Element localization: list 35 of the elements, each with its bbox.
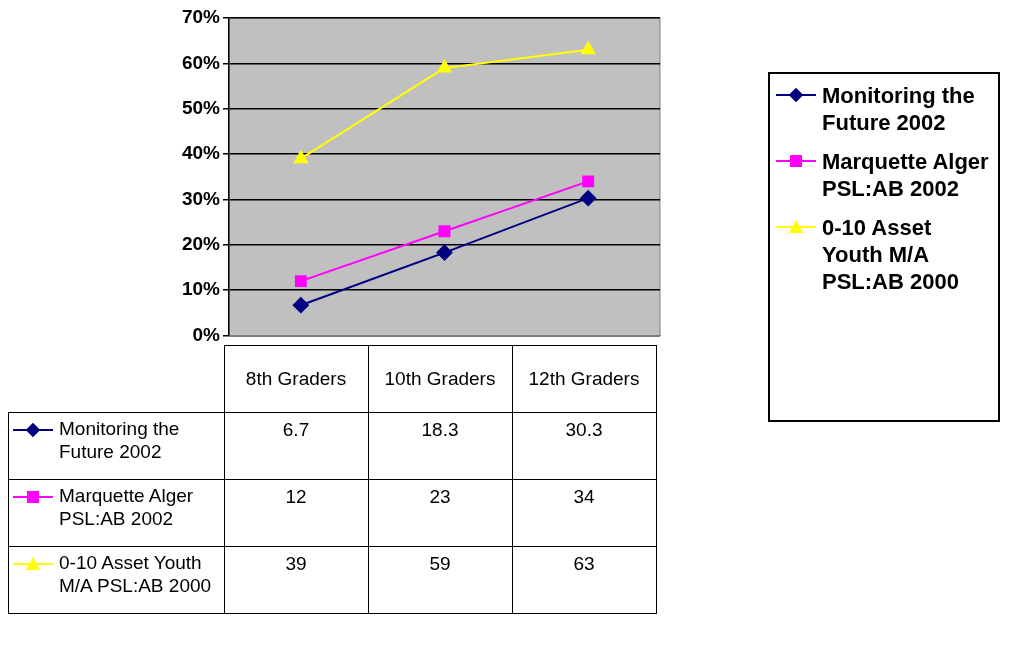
point — [437, 59, 452, 73]
point — [582, 175, 595, 188]
data-label: 34 — [512, 479, 656, 547]
point — [436, 244, 453, 261]
point — [580, 190, 597, 207]
text: Monitoring the Future 2002 — [822, 83, 975, 135]
point — [581, 41, 596, 55]
y-tick-label: 20% — [181, 233, 221, 255]
data-label: 23 — [368, 479, 512, 547]
data-label: 12 — [224, 479, 368, 547]
point — [294, 275, 307, 288]
data-label: 39 — [224, 546, 368, 614]
x-tick-label: 10th Graders — [368, 345, 512, 413]
data-label: 30.3 — [512, 412, 656, 480]
y-tick-label: 0% — [192, 323, 221, 345]
y-tick-label: 60% — [181, 51, 221, 73]
y-tick-label: 70% — [181, 6, 221, 28]
x-tick-label: 8th Graders — [224, 345, 368, 413]
data-label: 63 — [512, 546, 656, 614]
point — [293, 150, 308, 164]
y-tick-label: 30% — [181, 187, 221, 209]
legend-label: 0-10 Asset Youth M/A PSL:AB 2000 — [822, 214, 960, 295]
legend-label: Monitoring the Future 2002 — [59, 417, 181, 463]
text: Marquette Alger PSL:AB 2002 — [822, 149, 989, 201]
legend-label: Marquette Alger PSL:AB 2002 — [59, 484, 195, 530]
y-tick-label: 10% — [181, 278, 221, 300]
point — [438, 225, 451, 238]
y-tick-label: 50% — [181, 96, 221, 118]
y-tick-label: 40% — [181, 142, 221, 164]
data-label: 6.7 — [224, 412, 368, 480]
point — [292, 297, 309, 314]
x-tick-label: 12th Graders — [512, 345, 656, 413]
text: 0-10 Asset Youth M/A PSL:AB 2000 — [59, 552, 212, 596]
data-label: 59 — [368, 546, 512, 614]
data-label: 18.3 — [368, 412, 512, 480]
